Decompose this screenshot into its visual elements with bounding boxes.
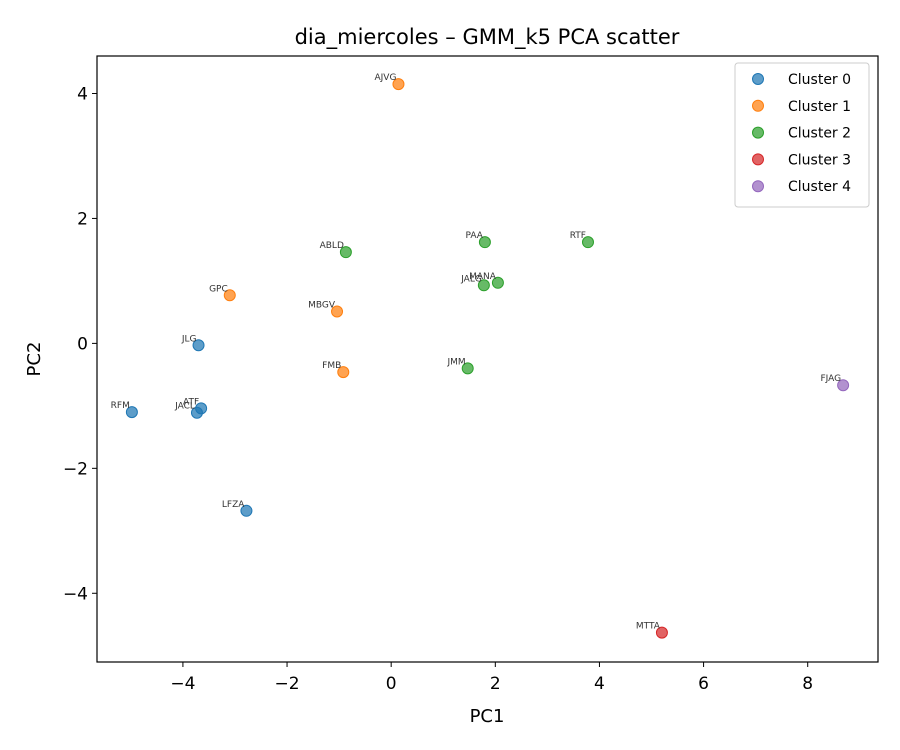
point-label: LFZA bbox=[222, 500, 245, 510]
point-label: ATF bbox=[183, 397, 199, 407]
point-label: JLG bbox=[181, 334, 197, 344]
data-point bbox=[337, 366, 350, 379]
point-label: MBGV bbox=[308, 301, 336, 311]
legend-label: Cluster 2 bbox=[788, 126, 851, 142]
legend-marker bbox=[752, 126, 764, 139]
point-label: RTF bbox=[570, 231, 586, 241]
legend-label: Cluster 3 bbox=[788, 152, 851, 168]
data-point bbox=[837, 379, 850, 392]
data-point bbox=[240, 504, 253, 517]
y-tick-label: −2 bbox=[63, 459, 88, 479]
legend-label: Cluster 0 bbox=[788, 72, 851, 88]
point-label: JMM bbox=[447, 357, 466, 367]
data-point bbox=[223, 289, 236, 302]
legend-marker bbox=[752, 153, 764, 166]
point-label: FJAG bbox=[820, 374, 841, 384]
point-label: JACL bbox=[174, 402, 195, 412]
y-axis-label: PC2 bbox=[24, 342, 45, 377]
x-tick-label: −4 bbox=[170, 674, 195, 694]
x-tick-label: 0 bbox=[386, 674, 397, 694]
legend-frame bbox=[734, 62, 870, 208]
x-axis-label: PC1 bbox=[470, 706, 505, 727]
y-tick-label: 4 bbox=[77, 84, 88, 104]
chart-title: dia_miercoles – GMM_k5 PCA scatter bbox=[295, 25, 680, 50]
legend: Cluster 0 Cluster 1 Cluster 2 Cluster 3 Clus… bbox=[734, 62, 870, 208]
point-label: RFM bbox=[111, 401, 130, 411]
data-point bbox=[491, 276, 504, 289]
legend-marker bbox=[752, 180, 764, 193]
x-tick-label: 8 bbox=[802, 674, 813, 694]
point-label: MTTA bbox=[636, 622, 661, 632]
data-point bbox=[655, 626, 668, 639]
legend-marker bbox=[752, 99, 764, 112]
point-label: GPC bbox=[209, 284, 228, 294]
data-point bbox=[331, 305, 344, 318]
point-label: AJVG bbox=[375, 73, 397, 83]
legend-label: Cluster 4 bbox=[788, 179, 851, 195]
point-label: MANA bbox=[469, 272, 497, 282]
data-point bbox=[477, 279, 490, 292]
x-tick-label: 6 bbox=[698, 674, 709, 694]
x-tick-label: 4 bbox=[594, 674, 605, 694]
data-point bbox=[581, 236, 594, 249]
x-tick-label: 2 bbox=[490, 674, 501, 694]
data-point bbox=[125, 406, 138, 419]
point-label: JALG bbox=[460, 274, 482, 284]
series-cluster-3: MTTA bbox=[636, 622, 668, 639]
point-label: PAA bbox=[465, 231, 483, 241]
legend-label: Cluster 1 bbox=[788, 99, 851, 115]
x-tick-label: −2 bbox=[275, 674, 300, 694]
data-point bbox=[392, 78, 405, 91]
y-tick-label: 2 bbox=[77, 209, 88, 229]
y-tick-label: −4 bbox=[63, 584, 88, 604]
data-point bbox=[190, 406, 203, 419]
point-label: ABLD bbox=[320, 241, 344, 251]
data-point bbox=[461, 362, 474, 375]
point-label: FMB bbox=[322, 361, 341, 371]
legend-marker bbox=[752, 73, 764, 85]
data-point bbox=[192, 339, 205, 352]
y-tick-label: 0 bbox=[77, 334, 88, 354]
series-cluster-1: AJVG GPC MBGV FMB bbox=[209, 73, 405, 379]
data-point bbox=[478, 236, 491, 249]
data-point bbox=[339, 246, 352, 259]
plot-frame bbox=[96, 55, 879, 663]
series-cluster-4: FJAG bbox=[820, 374, 850, 392]
